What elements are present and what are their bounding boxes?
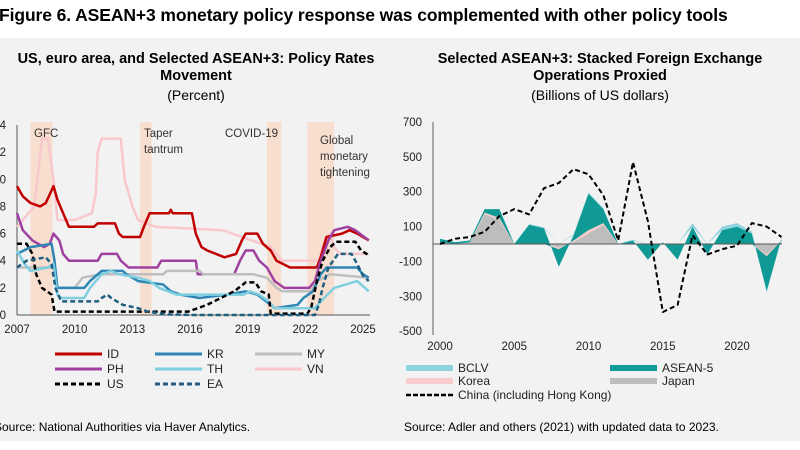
annotation-label: COVID-19: [225, 128, 278, 140]
figure-title: Figure 6. ASEAN+3 monetary policy respon…: [0, 5, 728, 25]
annotation-label: Taper: [144, 128, 173, 140]
legend-swatch-asean5: [610, 365, 657, 371]
shaded-period-taper-tantrum: [140, 122, 152, 315]
annotation-label: Global: [320, 135, 353, 147]
figure-panel-background: [0, 38, 800, 441]
legend-label-kr: KR: [207, 347, 224, 361]
legend-label-asean5: ASEAN-5: [662, 361, 714, 375]
right-chart-source: Source: Adler and others (2021) with upd…: [404, 420, 719, 434]
legend-label-japan: Japan: [662, 374, 695, 388]
x-tick-label: 2025: [350, 324, 376, 336]
x-tick-label: 2019: [235, 324, 261, 336]
x-tick-label: 2015: [650, 341, 676, 353]
legend-label-korea: Korea: [458, 374, 490, 388]
fx-operations-chart: -500 -300 -100 100 300 500 700 2000 2005 2010 2015…: [399, 117, 783, 402]
series-line-th: [15, 249, 370, 310]
series-line-us: [17, 240, 370, 315]
legend-label-ph: PH: [107, 362, 124, 376]
y-tick-label: 0: [0, 310, 6, 322]
series-line-ph: [15, 212, 370, 290]
legend-label-ea: EA: [207, 377, 223, 391]
x-tick-label: 2010: [62, 324, 88, 336]
left-chart-title: US, euro area, and Selected ASEAN+3: Pol…: [17, 51, 375, 84]
y-tick-label: -300: [399, 291, 422, 303]
right-chart-subtitle: (Billions of US dollars): [531, 87, 669, 103]
y-tick-label: 10: [0, 174, 6, 186]
left-chart-subtitle: (Percent): [167, 87, 225, 103]
right-chart-title: Selected ASEAN+3: Stacked Foreign Exchan…: [437, 51, 763, 84]
y-tick-label: 500: [403, 152, 422, 164]
legend-swatch-japan: [610, 378, 657, 384]
legend-swatch-bclv: [406, 365, 453, 371]
shaded-period-global-monetary-tightening: [307, 122, 335, 315]
series-line-id: [15, 184, 370, 269]
legend-label-th: TH: [207, 362, 223, 376]
annotation-label: GFC: [34, 128, 58, 140]
legend-label-vn: VN: [307, 362, 324, 376]
legend-label-id: ID: [107, 347, 119, 361]
series-line-ea: [16, 252, 370, 317]
x-tick-label: 2022: [293, 324, 319, 336]
annotation-label: monetary: [320, 151, 368, 163]
legend-label-bclv: BCLV: [458, 361, 488, 375]
y-tick-label: 6: [0, 229, 6, 241]
annotation-label: tightening: [320, 167, 370, 179]
area-series-japan: [440, 214, 782, 255]
y-tick-label: -500: [399, 326, 422, 338]
y-tick-label: 4: [0, 256, 7, 268]
y-tick-label: 14: [0, 120, 7, 132]
china-line: [439, 161, 783, 313]
legend-label-us: US: [107, 377, 124, 391]
legend-swatch-korea: [406, 378, 453, 384]
y-tick-label: -100: [399, 256, 422, 268]
legend-label-china: China (including Hong Kong): [458, 388, 611, 402]
legend-label-my: MY: [307, 347, 325, 361]
x-tick-label: 2013: [120, 324, 146, 336]
x-tick-label: 2007: [4, 324, 30, 336]
x-tick-label: 2005: [501, 341, 527, 353]
y-tick-label: 700: [403, 117, 422, 129]
y-tick-label: 300: [403, 187, 422, 199]
x-tick-label: 2010: [576, 341, 602, 353]
x-tick-label: 2016: [177, 324, 203, 336]
y-tick-label: 100: [403, 222, 422, 234]
x-tick-label: 2020: [724, 341, 750, 353]
annotation-label: tantrum: [144, 144, 183, 156]
x-tick-label: 2000: [427, 341, 453, 353]
shaded-period-covid-19: [266, 122, 282, 315]
left-chart-source: Source: National Authorities via Haver A…: [0, 420, 251, 434]
y-tick-label: 8: [0, 201, 6, 213]
y-tick-label: 12: [0, 147, 6, 159]
policy-rates-chart: GFC Taper tantrum COVID-19 Global monetary tig…: [0, 120, 376, 391]
y-tick-label: 2: [0, 283, 6, 295]
